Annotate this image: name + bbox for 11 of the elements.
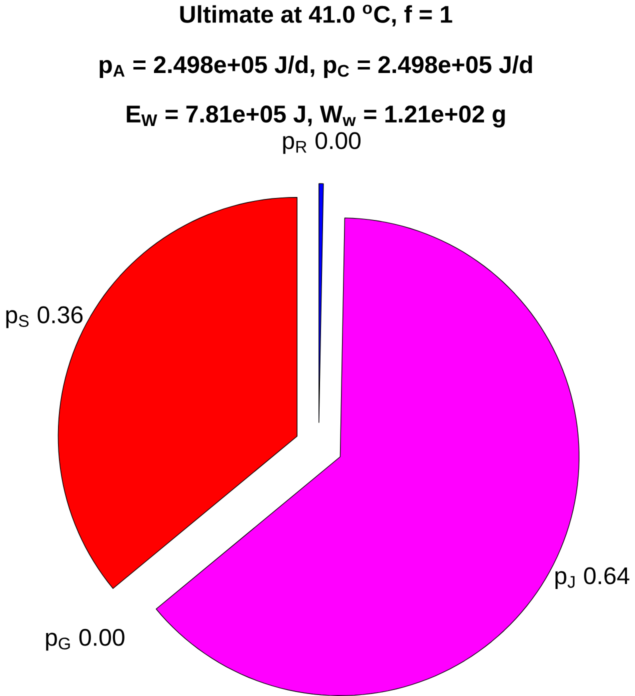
chart-subtitle: p$_{A}$ = 2.498e+05 J/d, p$_{C}$ = 2.498e+05 J/d: [100, 56, 532, 78]
slice-label: p$_{R}$: [283, 136, 307, 154]
text: E$_{W}$ = 7.81e+05 J, W$_{w}$ = 1.21e+02 g: [126, 106, 505, 128]
data-label: 0.64: [584, 567, 630, 584]
chart-title: Ultimate at 41.0 $^{o}$C, f = 1: [180, 4, 452, 26]
data-label: 0.00: [316, 132, 361, 150]
slice-label: p$_{J}$: [556, 571, 575, 590]
slice-label: p$_{S}$: [6, 310, 29, 328]
category-label: p$_{G}$: [46, 632, 70, 651]
text: 0.00: [80, 628, 125, 646]
data-label: 0.36: [38, 306, 83, 324]
